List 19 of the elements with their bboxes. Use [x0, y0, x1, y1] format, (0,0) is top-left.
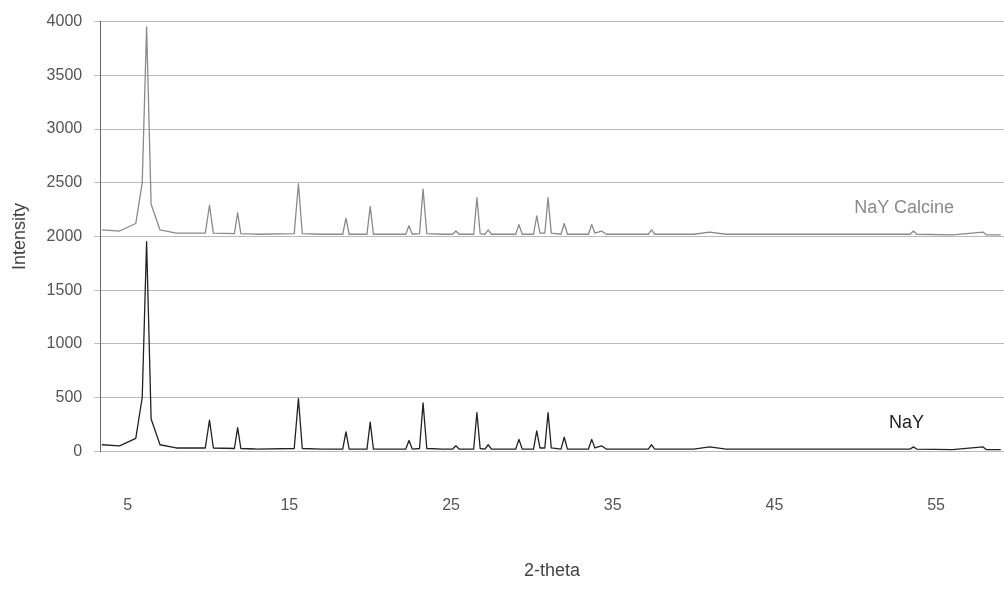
- x-tick-label: 5: [123, 496, 133, 514]
- series-label: NaY Calcine: [854, 196, 954, 217]
- y-tick-label: 1500: [46, 280, 83, 298]
- y-tick-label: 0: [73, 441, 83, 459]
- y-tick-label: 2000: [46, 226, 83, 244]
- y-axis-title: Intensity: [8, 202, 29, 270]
- y-tick-label: 3000: [46, 119, 83, 137]
- x-axis-title: 2-theta: [524, 560, 582, 581]
- y-tick-label: 3500: [46, 65, 83, 83]
- series-label: NaY: [888, 411, 924, 432]
- y-tick-label: 500: [55, 387, 83, 405]
- x-tick-label: 35: [603, 496, 622, 514]
- y-tick-label: 2500: [46, 173, 83, 191]
- y-tick-label: 4000: [46, 12, 83, 30]
- x-tick-label: 45: [765, 496, 784, 514]
- x-tick-label: 55: [927, 496, 946, 514]
- y-tick-label: 1000: [46, 334, 83, 352]
- x-tick-label: 25: [442, 496, 461, 514]
- x-tick-label: 15: [280, 496, 299, 514]
